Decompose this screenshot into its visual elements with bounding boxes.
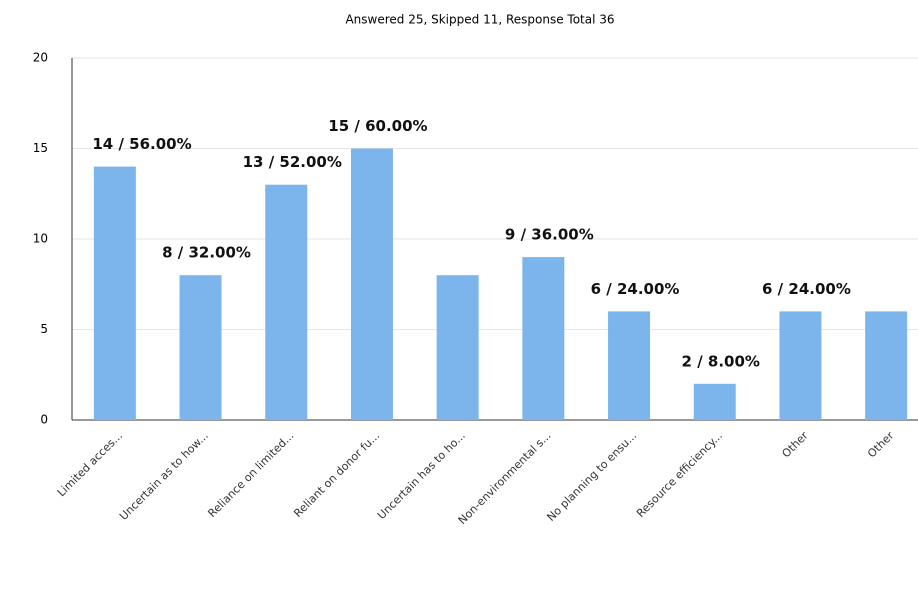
x-tick-label: Limited acces... xyxy=(55,429,125,499)
x-tick-label: No planning to ensu... xyxy=(544,429,639,524)
y-tick-label: 20 xyxy=(33,51,48,65)
x-tick-label: Uncertain as to how... xyxy=(117,429,211,523)
value-label: 13 / 52.00% xyxy=(243,153,342,171)
x-tick-label: Other xyxy=(865,429,897,461)
bar xyxy=(779,311,822,420)
value-label: 15 / 60.00% xyxy=(328,117,427,135)
bar xyxy=(179,275,222,420)
x-tick-label: Other xyxy=(779,429,811,461)
bar xyxy=(265,184,308,420)
bar xyxy=(350,148,393,420)
x-tick-label: Reliance on limited... xyxy=(205,429,296,520)
y-tick-label: 10 xyxy=(33,232,48,246)
bar xyxy=(865,311,908,420)
value-label: 2 / 8.00% xyxy=(682,352,760,370)
chart-title: Answered 25, Skipped 11, Response Total … xyxy=(345,13,614,27)
bar xyxy=(93,166,136,420)
value-label: 6 / 24.00% xyxy=(591,280,680,298)
bar xyxy=(522,257,565,420)
bar xyxy=(436,275,479,420)
y-tick-label: 5 xyxy=(40,322,48,336)
y-tick-label: 0 xyxy=(40,413,48,427)
x-tick-label: Uncertain has to ho... xyxy=(375,429,468,522)
bar xyxy=(608,311,651,420)
bar xyxy=(693,383,736,420)
x-tick-label: Resource efficiency... xyxy=(634,429,725,520)
y-tick-label: 15 xyxy=(33,141,48,155)
x-tick-label: Non-environmental s... xyxy=(456,429,554,527)
value-label: 8 / 32.00% xyxy=(162,244,251,262)
value-label: 6 / 24.00% xyxy=(762,280,851,298)
value-label: 9 / 36.00% xyxy=(505,226,594,244)
value-label: 14 / 56.00% xyxy=(92,135,191,153)
x-tick-label: Reliant on donor fu... xyxy=(291,429,382,520)
